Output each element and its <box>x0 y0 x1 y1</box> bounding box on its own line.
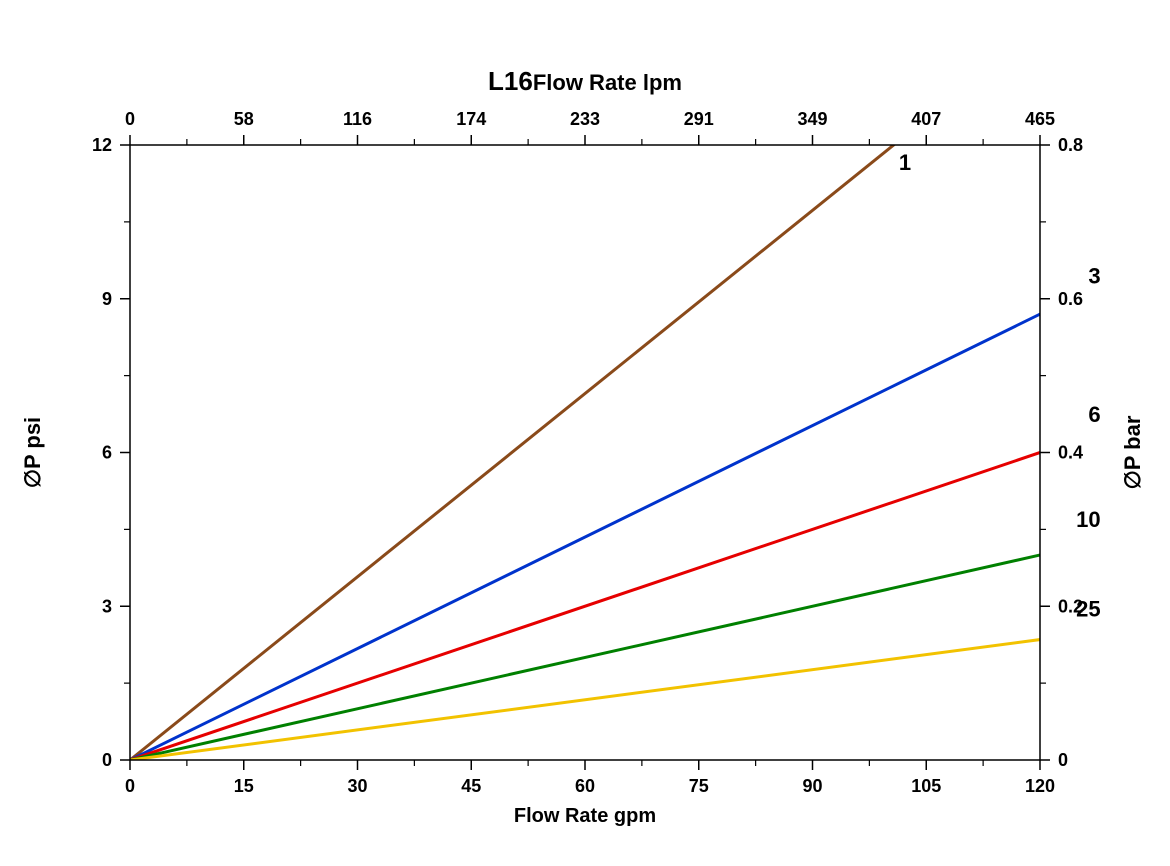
y-right-tick-label: 0 <box>1058 750 1068 770</box>
x-top-tick-label: 174 <box>456 109 486 129</box>
x-bottom-axis-label: Flow Rate gpm <box>514 805 656 827</box>
x-bottom-tick-label: 45 <box>461 776 481 796</box>
x-bottom-tick-label: 105 <box>911 776 941 796</box>
y-left-tick-label: 3 <box>102 596 112 616</box>
series-label-25: 25 <box>1076 597 1100 622</box>
series-label-3: 3 <box>1088 263 1100 288</box>
pressure-flow-chart: 0153045607590105120058116174233291349407… <box>0 0 1170 866</box>
x-bottom-tick-label: 30 <box>347 776 367 796</box>
x-top-tick-label: 407 <box>911 109 941 129</box>
x-top-tick-label: 233 <box>570 109 600 129</box>
x-bottom-tick-label: 60 <box>575 776 595 796</box>
x-bottom-tick-label: 15 <box>234 776 254 796</box>
y-right-tick-label: 0.6 <box>1058 289 1083 309</box>
x-top-tick-label: 116 <box>343 109 372 129</box>
x-top-tick-label: 349 <box>797 109 827 129</box>
x-bottom-tick-label: 75 <box>689 776 709 796</box>
y-right-axis-label: ∅P bar <box>1120 415 1145 489</box>
x-bottom-tick-label: 120 <box>1025 776 1055 796</box>
y-left-tick-label: 0 <box>102 750 112 770</box>
y-right-tick-label: 0.4 <box>1058 443 1083 463</box>
y-left-tick-label: 9 <box>102 289 112 309</box>
y-left-tick-label: 6 <box>102 443 112 463</box>
y-left-tick-label: 12 <box>92 135 112 155</box>
x-top-tick-label: 291 <box>684 109 714 129</box>
x-top-tick-label: 0 <box>125 109 135 129</box>
x-top-tick-label: 58 <box>234 109 254 129</box>
y-right-tick-label: 0.8 <box>1058 135 1083 155</box>
x-bottom-tick-label: 0 <box>125 776 135 796</box>
x-bottom-tick-label: 90 <box>802 776 822 796</box>
chart-container: 0153045607590105120058116174233291349407… <box>0 0 1170 866</box>
series-label-10: 10 <box>1076 507 1100 532</box>
series-label-6: 6 <box>1088 402 1100 427</box>
series-label-1: 1 <box>899 150 911 175</box>
y-left-axis-label: ∅P psi <box>20 417 45 488</box>
x-top-tick-label: 465 <box>1025 109 1055 129</box>
chart-title: L16Flow Rate lpm <box>488 66 682 96</box>
